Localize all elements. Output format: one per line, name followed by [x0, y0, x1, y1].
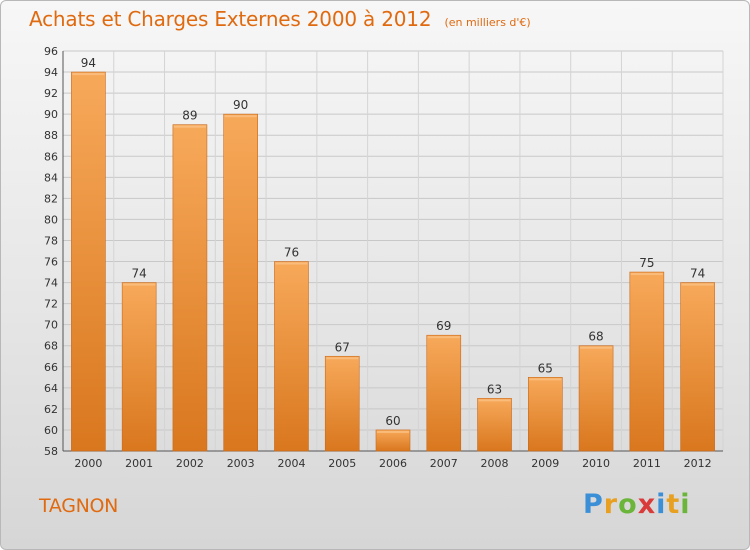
data-labels: 94 74 89 90 76 67 60 69 63 65 68 75 74 — [81, 56, 706, 428]
y-tick-label: 78 — [44, 234, 58, 247]
logo-letter: P — [583, 489, 604, 520]
bar-highlight — [478, 399, 511, 402]
data-label: 94 — [81, 56, 96, 70]
bar-highlight — [630, 273, 663, 276]
y-tick-label: 76 — [44, 256, 58, 269]
x-tick-label: 2007 — [430, 457, 458, 470]
x-tick-label: 2009 — [531, 457, 559, 470]
data-label: 75 — [639, 256, 654, 270]
x-tick-label: 2004 — [277, 457, 305, 470]
y-tick-label: 80 — [44, 213, 58, 226]
bar-highlight — [529, 378, 562, 381]
data-label: 74 — [132, 267, 147, 281]
y-tick-label: 86 — [44, 150, 58, 163]
axes: 58 60 62 64 66 68 70 72 74 76 78 80 82 84 86 88 90 92 94 96… — [44, 45, 723, 470]
bar-highlight — [224, 115, 257, 118]
x-tick-label: 2001 — [125, 457, 153, 470]
x-tick-label: 2010 — [582, 457, 610, 470]
logo-letter: o — [618, 489, 638, 520]
y-tick-label: 92 — [44, 87, 58, 100]
bar-2006 — [375, 429, 411, 452]
bar-highlight — [580, 346, 613, 349]
chart-subtitle: (en milliers d'€) — [444, 16, 531, 29]
bar-2004 — [274, 261, 309, 452]
x-tick-label: 2000 — [74, 457, 102, 470]
bar-highlight — [681, 283, 714, 286]
data-label: 90 — [233, 98, 248, 112]
y-tick-label: 66 — [44, 361, 58, 374]
y-tick-label: 94 — [44, 66, 58, 79]
bar-2011 — [629, 271, 665, 452]
y-tick-label: 72 — [44, 298, 58, 311]
bar-2000 — [71, 71, 106, 452]
y-tick-label: 82 — [44, 192, 58, 205]
logo-letter: x — [637, 489, 657, 520]
logo-letter: t — [666, 489, 681, 520]
bar-highlight — [427, 336, 460, 339]
logo-letter: r — [603, 489, 619, 520]
bar-highlight — [72, 73, 105, 76]
x-tick-label: 2008 — [481, 457, 509, 470]
bar-2009 — [528, 377, 563, 452]
x-tick-label: 2003 — [227, 457, 255, 470]
x-tick-label: 2006 — [379, 457, 407, 470]
x-tick-label: 2002 — [176, 457, 204, 470]
x-tick-label: 2012 — [684, 457, 712, 470]
data-label: 74 — [690, 267, 705, 281]
data-label: 65 — [538, 361, 553, 375]
proxiti-logo: Proxiti — [583, 489, 691, 520]
bar-2003 — [223, 113, 258, 452]
y-tick-label: 58 — [44, 445, 58, 458]
y-tick-label: 90 — [44, 108, 58, 121]
bar-highlight — [123, 283, 156, 286]
data-label: 60 — [385, 414, 400, 428]
bar-2012 — [680, 282, 715, 452]
x-tick-label: 2011 — [633, 457, 661, 470]
bar-highlight — [377, 430, 409, 433]
y-tick-label: 60 — [44, 424, 58, 437]
y-tick-label: 62 — [44, 403, 58, 416]
bar-highlight — [173, 125, 206, 128]
bar-2001 — [121, 282, 157, 452]
bars — [71, 71, 715, 452]
chart-title-row: Achats et Charges Externes 2000 à 2012 (… — [29, 7, 531, 31]
y-tick-label: 68 — [44, 340, 58, 353]
bar-2010 — [578, 345, 614, 452]
y-tick-label: 64 — [44, 382, 58, 395]
y-tick-label: 96 — [44, 45, 58, 58]
bar-highlight — [275, 262, 308, 265]
bar-2002 — [172, 124, 208, 452]
logo-letter: i — [656, 489, 667, 520]
y-tick-label: 84 — [44, 171, 58, 184]
grid-lines — [62, 50, 724, 452]
bar-highlight — [326, 357, 359, 360]
chart-title: Achats et Charges Externes 2000 à 2012 — [29, 7, 432, 31]
commune-name: TAGNON — [39, 495, 119, 517]
bar-2005 — [324, 355, 360, 452]
data-label: 76 — [284, 246, 299, 260]
bar-2008 — [477, 398, 512, 452]
data-label: 68 — [588, 330, 603, 344]
data-label: 69 — [436, 319, 451, 333]
data-label: 67 — [335, 340, 350, 354]
data-label: 63 — [487, 382, 502, 396]
x-tick-label: 2005 — [328, 457, 356, 470]
bar-2007 — [426, 334, 462, 452]
logo-letter: i — [680, 489, 691, 520]
y-tick-label: 74 — [44, 277, 58, 290]
y-tick-label: 88 — [44, 129, 58, 142]
y-tick-label: 70 — [44, 319, 58, 332]
data-label: 89 — [182, 109, 197, 123]
